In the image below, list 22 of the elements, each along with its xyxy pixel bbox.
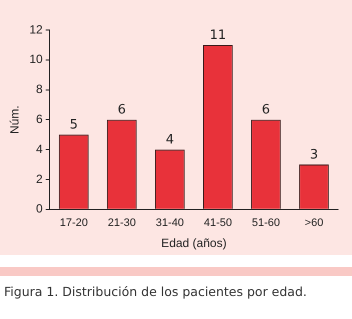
y-tick-label: 4 [36,142,44,156]
y-tick-label: 2 [36,172,44,186]
data-label: 6 [262,102,270,118]
y-tick-label: 8 [36,82,44,96]
data-label: 6 [118,102,126,118]
x-tick-label: >60 [304,217,324,230]
x-tick-label: 31-40 [156,217,184,230]
data-label: 3 [310,147,318,162]
text: Figura 1. Distribución de los pacientes por edad. [4,284,308,299]
y-axis-title: Núm. [8,105,22,134]
x-tick-label: 17-20 [60,217,88,230]
y-tick-label: 0 [36,202,44,216]
x-tick-label: 41-50 [204,217,232,230]
y-tick-label: 6 [36,112,44,126]
data-label: 11 [210,28,226,43]
x-tick-label: 21-30 [108,217,136,230]
data-label: 4 [166,132,174,148]
x-tick-label: 51-60 [252,217,280,230]
y-tick-label: 10 [29,52,44,66]
y-tick-label: 12 [29,22,44,36]
x-axis-title: Edad (años) [161,236,227,250]
data-label: 5 [70,118,78,133]
